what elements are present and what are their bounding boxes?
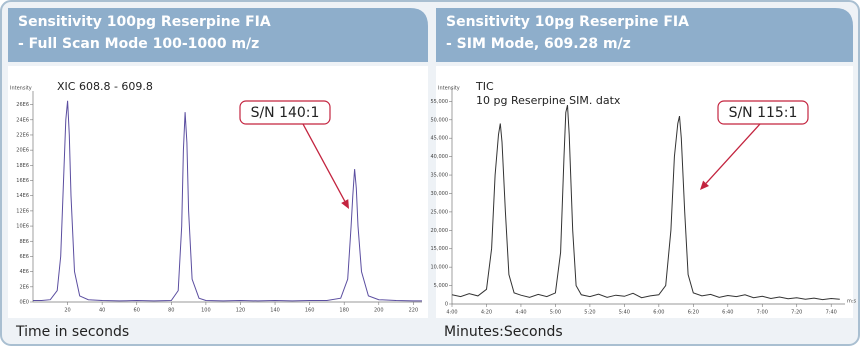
y-tick-label: 30,000 bbox=[431, 191, 449, 197]
y-tick-label: 35,000 bbox=[431, 173, 449, 179]
x-tick-label: 140 bbox=[270, 308, 280, 314]
x-axis-title: Time in seconds bbox=[15, 324, 129, 340]
trace-label: TIC bbox=[475, 80, 494, 93]
y-tick-label: 15,000 bbox=[431, 246, 449, 252]
header-bar bbox=[8, 8, 428, 62]
x-tick-label: 7:40 bbox=[826, 310, 837, 316]
trace-line bbox=[33, 100, 422, 302]
x-unit: m:s bbox=[847, 299, 857, 305]
x-tick-label: 60 bbox=[134, 308, 140, 314]
panel-title: Sensitivity 100pg Reserpine FIA bbox=[18, 14, 271, 30]
x-tick-label: 100 bbox=[201, 308, 211, 314]
annotation-arrow bbox=[705, 123, 761, 184]
annotation-text: S/N 115:1 bbox=[729, 105, 798, 121]
x-tick-label: 5:20 bbox=[584, 310, 595, 316]
y-tick-label: 12E6 bbox=[16, 208, 29, 214]
x-axis-title: Minutes:Seconds bbox=[444, 324, 563, 340]
x-tick-label: 220 bbox=[409, 308, 419, 314]
y-tick-label: 14E6 bbox=[16, 193, 29, 199]
x-tick-label: 5:00 bbox=[550, 310, 561, 316]
trace-label: XIC 608.8 - 609.8 bbox=[57, 80, 153, 93]
y-tick-label: 50,000 bbox=[431, 117, 449, 123]
y-tick-label: 4E6 bbox=[19, 269, 29, 275]
plot-panel bbox=[8, 66, 428, 318]
y-tick-label: 0 bbox=[445, 302, 448, 308]
x-tick-label: 6:40 bbox=[722, 310, 733, 316]
y-tick-label: 40,000 bbox=[431, 154, 449, 160]
annotation-box bbox=[717, 100, 809, 125]
x-tick-label: 180 bbox=[339, 308, 349, 314]
y-tick-label: 5,000 bbox=[434, 283, 448, 289]
arrow-head bbox=[341, 199, 349, 209]
y-tick-label: 45,000 bbox=[431, 136, 449, 142]
x-tick-label: 4:20 bbox=[481, 310, 492, 316]
y-tick-label: 18E6 bbox=[16, 163, 29, 169]
y-tick-label: 22E6 bbox=[16, 132, 29, 138]
trace-label: 10 pg Reserpine SIM. datx bbox=[476, 94, 621, 107]
y-tick-label: 2E6 bbox=[19, 284, 29, 290]
y-tick-label: 26E6 bbox=[16, 102, 29, 108]
annotation-arrow bbox=[302, 123, 346, 202]
y-tick-label: 10,000 bbox=[431, 265, 449, 271]
y-tick-label: 0E0 bbox=[19, 300, 29, 306]
x-tick-label: 5:40 bbox=[619, 310, 630, 316]
y-tick-label: 20E6 bbox=[16, 148, 29, 154]
x-tick-label: 20 bbox=[64, 308, 70, 314]
annotation-text: S/N 140:1 bbox=[251, 105, 320, 121]
trace-line bbox=[451, 104, 840, 301]
x-tick-label: 160 bbox=[305, 308, 315, 314]
y-axis-label: Intensity bbox=[438, 86, 460, 92]
y-tick-label: 25,000 bbox=[431, 209, 449, 215]
x-tick-label: 4:00 bbox=[446, 310, 457, 316]
x-tick-label: 80 bbox=[168, 308, 174, 314]
panel-title: Sensitivity 10pg Reserpine FIA bbox=[446, 14, 689, 30]
x-tick-label: 120 bbox=[236, 308, 246, 314]
x-tick-label: 6:20 bbox=[688, 310, 699, 316]
x-tick-label: 7:00 bbox=[757, 310, 768, 316]
x-tick-label: 200 bbox=[374, 308, 384, 314]
y-axis-label: Intensity bbox=[10, 86, 32, 92]
x-tick-label: 40 bbox=[99, 308, 105, 314]
panel-subtitle: - SIM Mode, 609.28 m/z bbox=[446, 36, 631, 52]
y-tick-label: 20,000 bbox=[431, 228, 449, 234]
x-tick-label: 7:20 bbox=[791, 310, 802, 316]
y-tick-label: 16E6 bbox=[16, 178, 29, 184]
arrow-head bbox=[700, 180, 710, 190]
x-tick-label: 4:40 bbox=[515, 310, 526, 316]
panel-subtitle: - Full Scan Mode 100-1000 m/z bbox=[18, 36, 259, 52]
annotation-box bbox=[239, 100, 331, 125]
header-bar bbox=[436, 8, 853, 62]
y-tick-label: 8E6 bbox=[19, 239, 29, 245]
x-tick-label: 6:00 bbox=[653, 310, 664, 316]
y-tick-label: 55,000 bbox=[431, 99, 449, 105]
y-tick-label: 6E6 bbox=[19, 254, 29, 260]
y-tick-label: 10E6 bbox=[16, 224, 29, 230]
y-tick-label: 24E6 bbox=[16, 117, 29, 123]
